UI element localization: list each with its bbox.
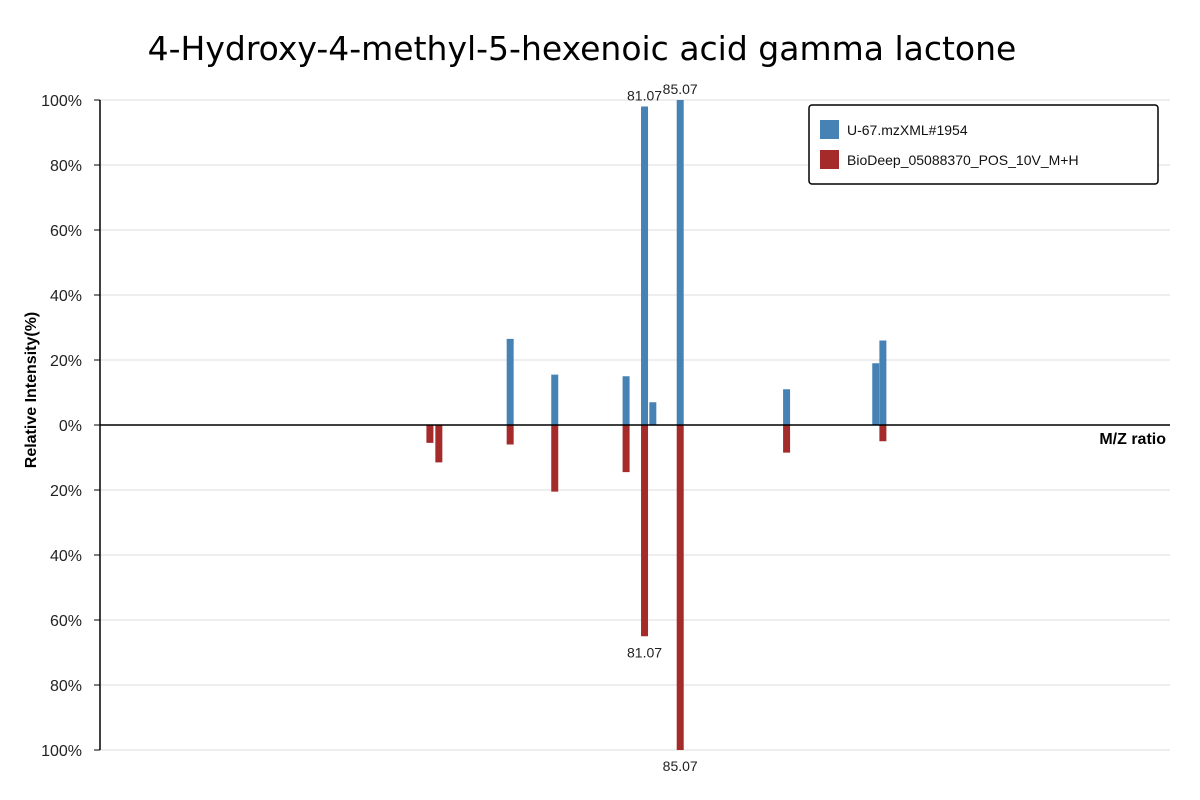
legend-box xyxy=(808,104,1159,185)
y-axis-label: Relative Intensity(%) xyxy=(23,312,40,468)
legend-swatch-u67 xyxy=(820,120,839,139)
bar-u67 xyxy=(649,402,657,425)
legend-swatch-biodeep xyxy=(820,150,839,169)
y-tick-label: 20% xyxy=(50,353,82,370)
bar-u67 xyxy=(641,106,649,425)
bar-u67 xyxy=(783,389,791,425)
bar-u67 xyxy=(676,100,684,425)
y-tick-label: 0% xyxy=(59,418,82,435)
y-tick-label: 40% xyxy=(50,288,82,305)
bar-u67 xyxy=(879,340,887,425)
bar-u67 xyxy=(551,374,559,425)
y-tick-label: 60% xyxy=(50,613,82,630)
bar-biodeep xyxy=(676,425,684,750)
bar-biodeep xyxy=(551,425,559,492)
bar-biodeep xyxy=(622,425,630,473)
x-axis-label: M/Z ratio xyxy=(1099,431,1166,448)
legend-label-u67: U-67.mzXML#1954 xyxy=(847,122,968,138)
legend: U-67.mzXML#1954 BioDeep_05088370_POS_10V… xyxy=(808,104,1159,185)
peak-label: 81.07 xyxy=(627,644,662,660)
bar-biodeep xyxy=(879,425,887,442)
bar-u67 xyxy=(622,376,630,425)
y-tick-label: 20% xyxy=(50,483,82,500)
bar-biodeep xyxy=(506,425,514,445)
y-tick-label: 80% xyxy=(50,158,82,175)
grid-lines xyxy=(94,99,1170,751)
y-tick-label: 100% xyxy=(41,743,82,760)
legend-label-biodeep: BioDeep_05088370_POS_10V_M+H xyxy=(847,152,1079,168)
bar-biodeep xyxy=(641,425,649,637)
peak-label: 81.07 xyxy=(627,88,662,104)
y-axis-ticks: 100% 80% 60% 40% 20% 0% 20% 40% 60% 80% 100% xyxy=(41,93,82,760)
bars xyxy=(426,100,887,750)
bar-biodeep xyxy=(426,425,434,443)
peak-label: 85.07 xyxy=(663,758,698,774)
bar-u67 xyxy=(506,338,514,425)
chart-title: 4-Hydroxy-4-methyl-5-hexenoic acid gamma… xyxy=(148,29,1017,68)
y-tick-label: 100% xyxy=(41,93,82,110)
y-tick-label: 60% xyxy=(50,223,82,240)
y-tick-label: 40% xyxy=(50,548,82,565)
bar-biodeep xyxy=(435,425,443,463)
bar-biodeep xyxy=(783,425,791,453)
peak-label: 85.07 xyxy=(663,81,698,97)
y-tick-label: 80% xyxy=(50,678,82,695)
bar-u67 xyxy=(872,363,880,425)
